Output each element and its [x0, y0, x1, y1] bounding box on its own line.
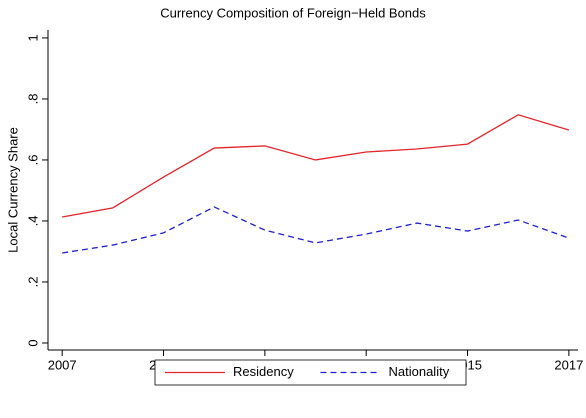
series-line: [62, 206, 570, 254]
y-tick-label: 0: [25, 339, 40, 346]
y-tick-label: 1: [25, 34, 40, 41]
x-tick-label: 2007: [48, 357, 77, 372]
legend-label: Residency: [233, 364, 294, 379]
chart-title: Currency Composition of Foreign−Held Bon…: [160, 5, 426, 20]
legend-label: Nationality: [389, 364, 450, 379]
y-tick-label: .2: [25, 277, 40, 288]
x-tick-label: 2017: [554, 357, 583, 372]
series-line: [62, 114, 570, 218]
y-axis-label: Local Currency Share: [5, 127, 20, 253]
y-tick-label: .8: [25, 94, 40, 105]
y-tick-label: .4: [25, 216, 40, 227]
y-tick-label: .6: [25, 155, 40, 166]
